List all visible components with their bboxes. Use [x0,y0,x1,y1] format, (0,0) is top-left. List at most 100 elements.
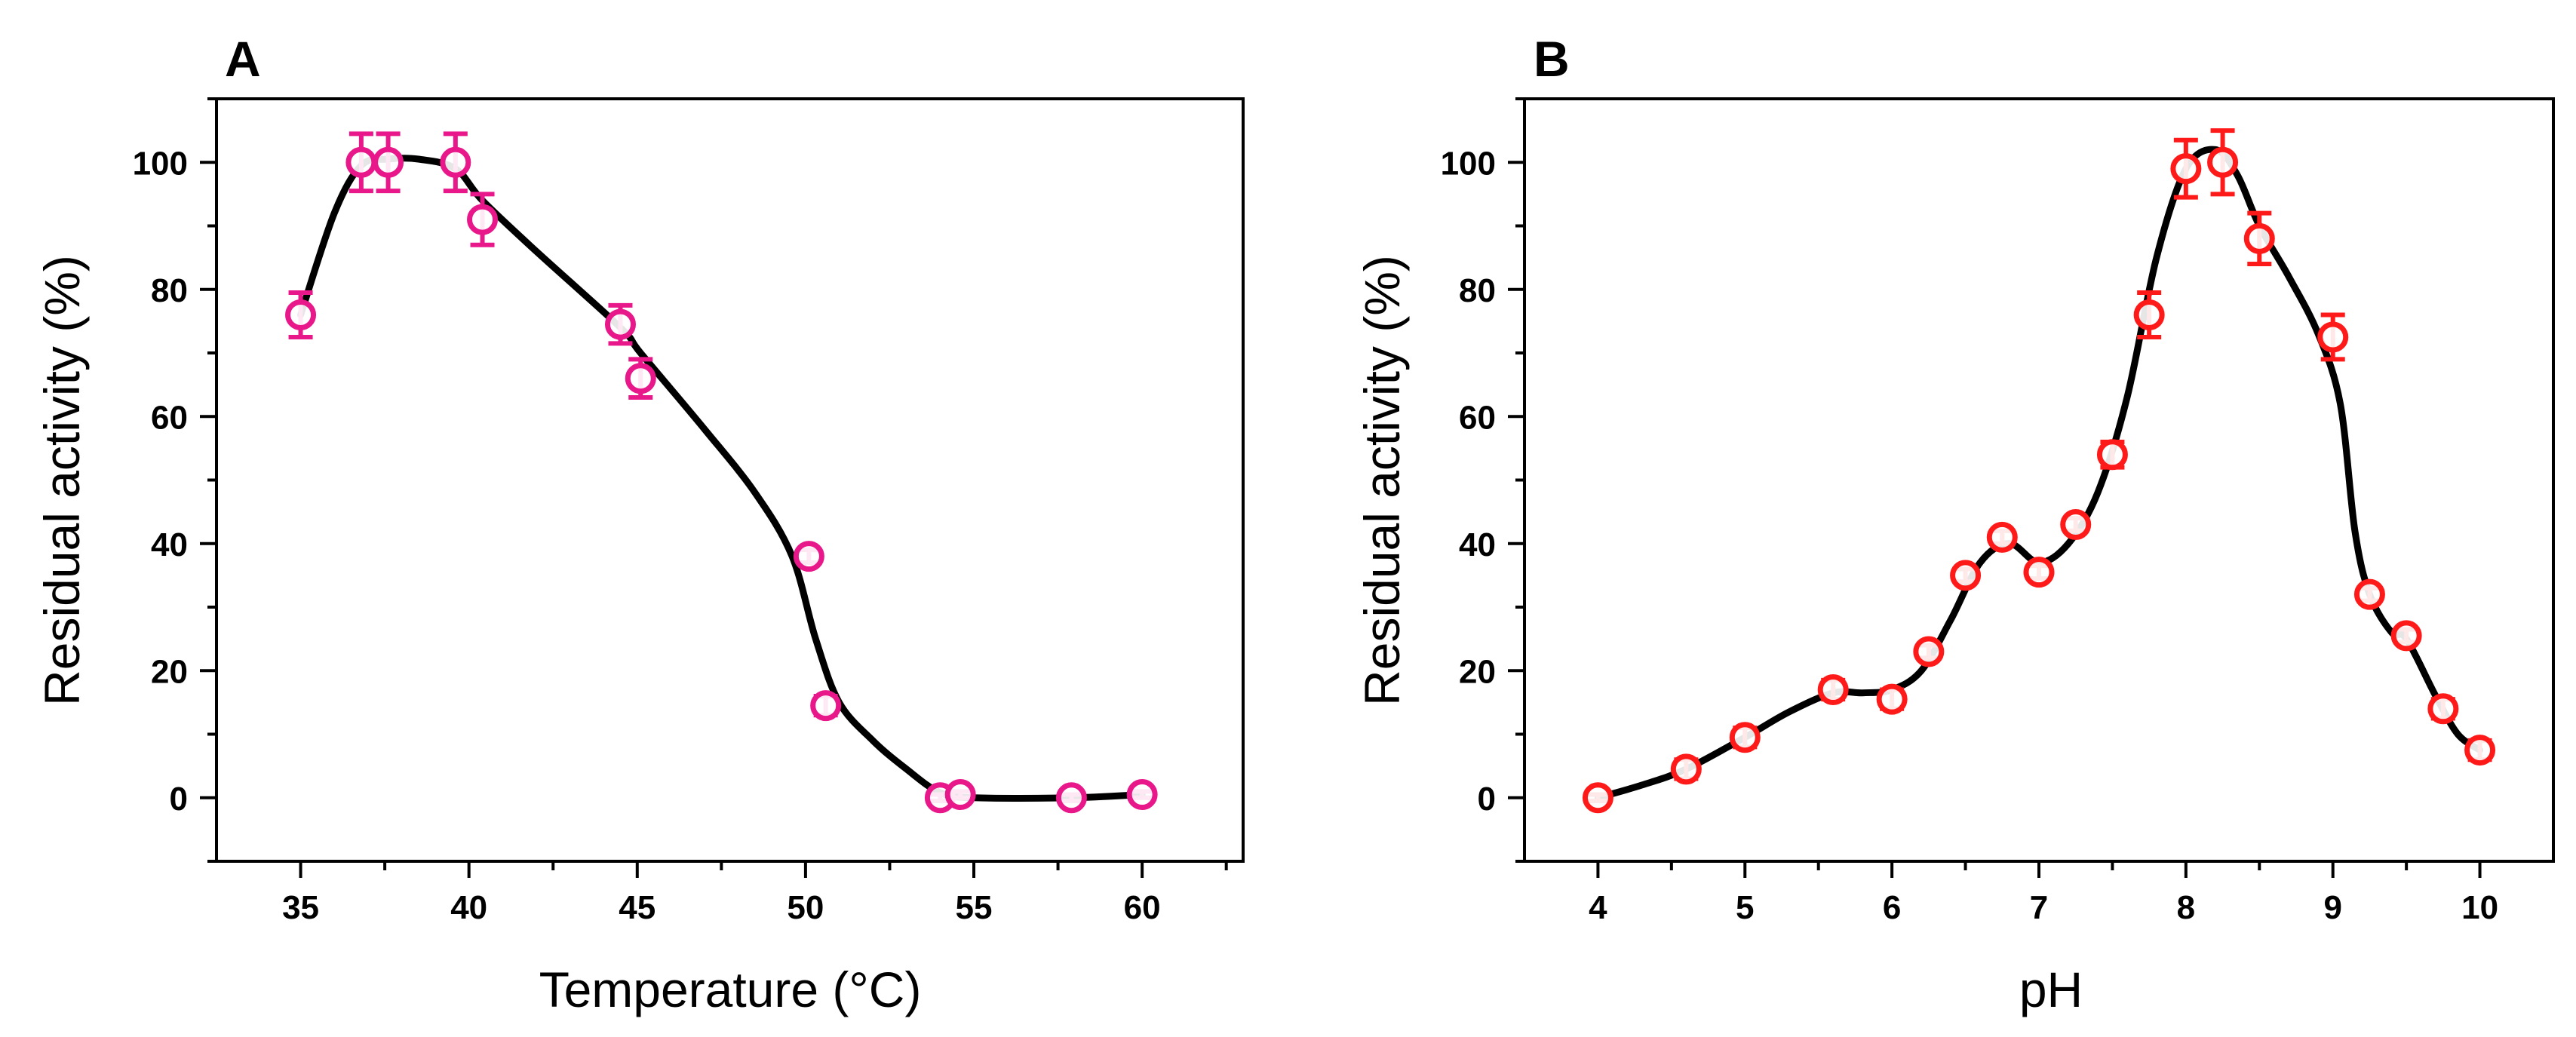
panel-a-data-point [285,290,317,339]
panel-b-marker [1913,636,1945,667]
panel-b-letter: B [1534,31,1570,87]
panel-b-marker [1950,560,1982,591]
panel-b-marker [2133,299,2165,330]
panel-a-x-tick-label: 40 [450,889,487,926]
panel-b-marker [1729,722,1761,753]
panel-b-data-point [2096,439,2128,471]
panel-a-data-point [467,192,499,247]
panel-b-x-tick-label: 9 [2323,889,2341,926]
panel-b-x-tick-label: 5 [1736,889,1754,926]
panel-a-x-tick-label: 50 [787,889,824,926]
panel-b-plot-frame [1523,97,2555,863]
panel-b-marker [2023,557,2055,588]
panel-b-data-point [2170,137,2202,200]
panel-a-data-point [440,131,471,194]
panel-b-y-tick-label: 100 [1441,145,1496,182]
panel-a-marker [625,363,656,394]
panel-b-y-tick-label: 60 [1459,399,1496,436]
panel-b-data-point [2133,290,2165,339]
panel-a-plot-area: 35 40 45 50 55 60 0 20 40 60 80 100 [133,97,1245,926]
panel-a-y-tick-label: 20 [151,653,188,690]
panel-b-data-point [1876,683,1908,715]
panel-a-data-point [345,131,377,194]
panel-b-data-point [1817,674,1849,706]
panel-b-data-point [1986,521,2018,553]
panel-a-marker [440,146,471,178]
panel-a-marker [604,308,636,340]
panel-b-data-point [2023,557,2055,588]
panel-b-data-point [2060,508,2092,540]
panel-b-data-point [2207,128,2239,197]
panel-a-marker [467,204,499,235]
panel-b-marker [1986,521,2018,553]
panel-b-y-axis-title: Residual activity (%) [1354,255,1410,706]
panel-b-data-point [2464,735,2496,766]
panel-b-marker [2243,222,2275,254]
panel-b-data-point [1950,560,1982,591]
panel-b-data-point [2427,693,2459,725]
panel-a-marker [793,541,824,572]
panel-b-fit-curve [1594,146,2484,802]
panel-b-data-point [1729,722,1761,753]
panel-b-y-tick-label: 40 [1459,526,1496,563]
panel-b-data-point [2317,312,2349,362]
panel-b-marker [2390,620,2422,652]
panel-a: A Temperature (°C) Residual activity (%)… [34,31,1245,1017]
panel-b-data-point [2243,210,2275,267]
panel-a-plot-frame [215,97,1245,863]
panel-a-data-point [604,302,636,346]
panel-b-data-point [2390,620,2422,652]
panel-b-marker [2060,508,2092,540]
panel-b: B pH Residual activity (%) 4 5 6 7 8 9 1002040… [1354,31,2555,1017]
panel-b-marker [2096,439,2128,471]
panel-a-marker [345,146,377,178]
panel-b-marker [2207,146,2239,178]
panel-b-marker [2427,693,2459,725]
panel-b-marker [2317,321,2349,353]
panel-a-y-tick-label: 0 [170,781,188,818]
panel-b-marker [1876,683,1908,715]
panel-a-marker [373,146,404,178]
panel-a-marker [1126,779,1158,811]
panel-b-x-tick-label: 8 [2177,889,2195,926]
panel-a-marker [810,690,842,722]
panel-a-data-point [793,541,824,572]
panel-b-y-tick-label: 80 [1459,272,1496,309]
panel-a-data-point [1126,779,1158,811]
panel-a-marker [285,299,317,330]
panel-a-data-point [810,690,842,722]
panel-b-marker [2170,153,2202,185]
panel-b-y-tick-label: 0 [1478,781,1496,818]
panel-b-marker [2464,735,2496,766]
panel-a-letter: A [225,31,261,87]
panel-a-fit-curve [297,155,1146,802]
panel-b-x-tick-label: 4 [1589,889,1607,926]
panel-a-x-tick-label: 35 [282,889,319,926]
panel-a-data-point [625,357,656,400]
panel-a-marker [1055,782,1087,814]
panel-a-y-tick-label: 60 [151,399,188,436]
panel-b-marker [2353,578,2385,610]
panel-a-x-tick-label: 45 [619,889,656,926]
panel-b-marker [1817,674,1849,706]
panel-a-data-point [944,779,976,811]
panel-b-x-axis-title: pH [2019,962,2083,1017]
panel-b-x-tick-label: 10 [2461,889,2498,926]
panel-a-x-tick-label: 60 [1124,889,1161,926]
panel-a-x-axis-title: Temperature (°C) [539,962,922,1017]
panel-a-y-tick-label: 100 [133,145,188,182]
panel-b-data-point [1582,782,1613,814]
panel-a-y-tick-label: 40 [151,526,188,563]
panel-a-marker [944,779,976,811]
panel-b-data-point [1670,753,1702,785]
panel-b-marker [1582,782,1613,814]
panel-b-data-point [2353,578,2385,610]
panel-b-data-point [1913,636,1945,667]
panel-b-x-tick-label: 6 [1883,889,1901,926]
panel-a-data-point [1055,782,1087,814]
panel-a-y-tick-label: 80 [151,272,188,309]
panel-b-y-tick-label: 20 [1459,653,1496,690]
panel-b-marker [1670,753,1702,785]
